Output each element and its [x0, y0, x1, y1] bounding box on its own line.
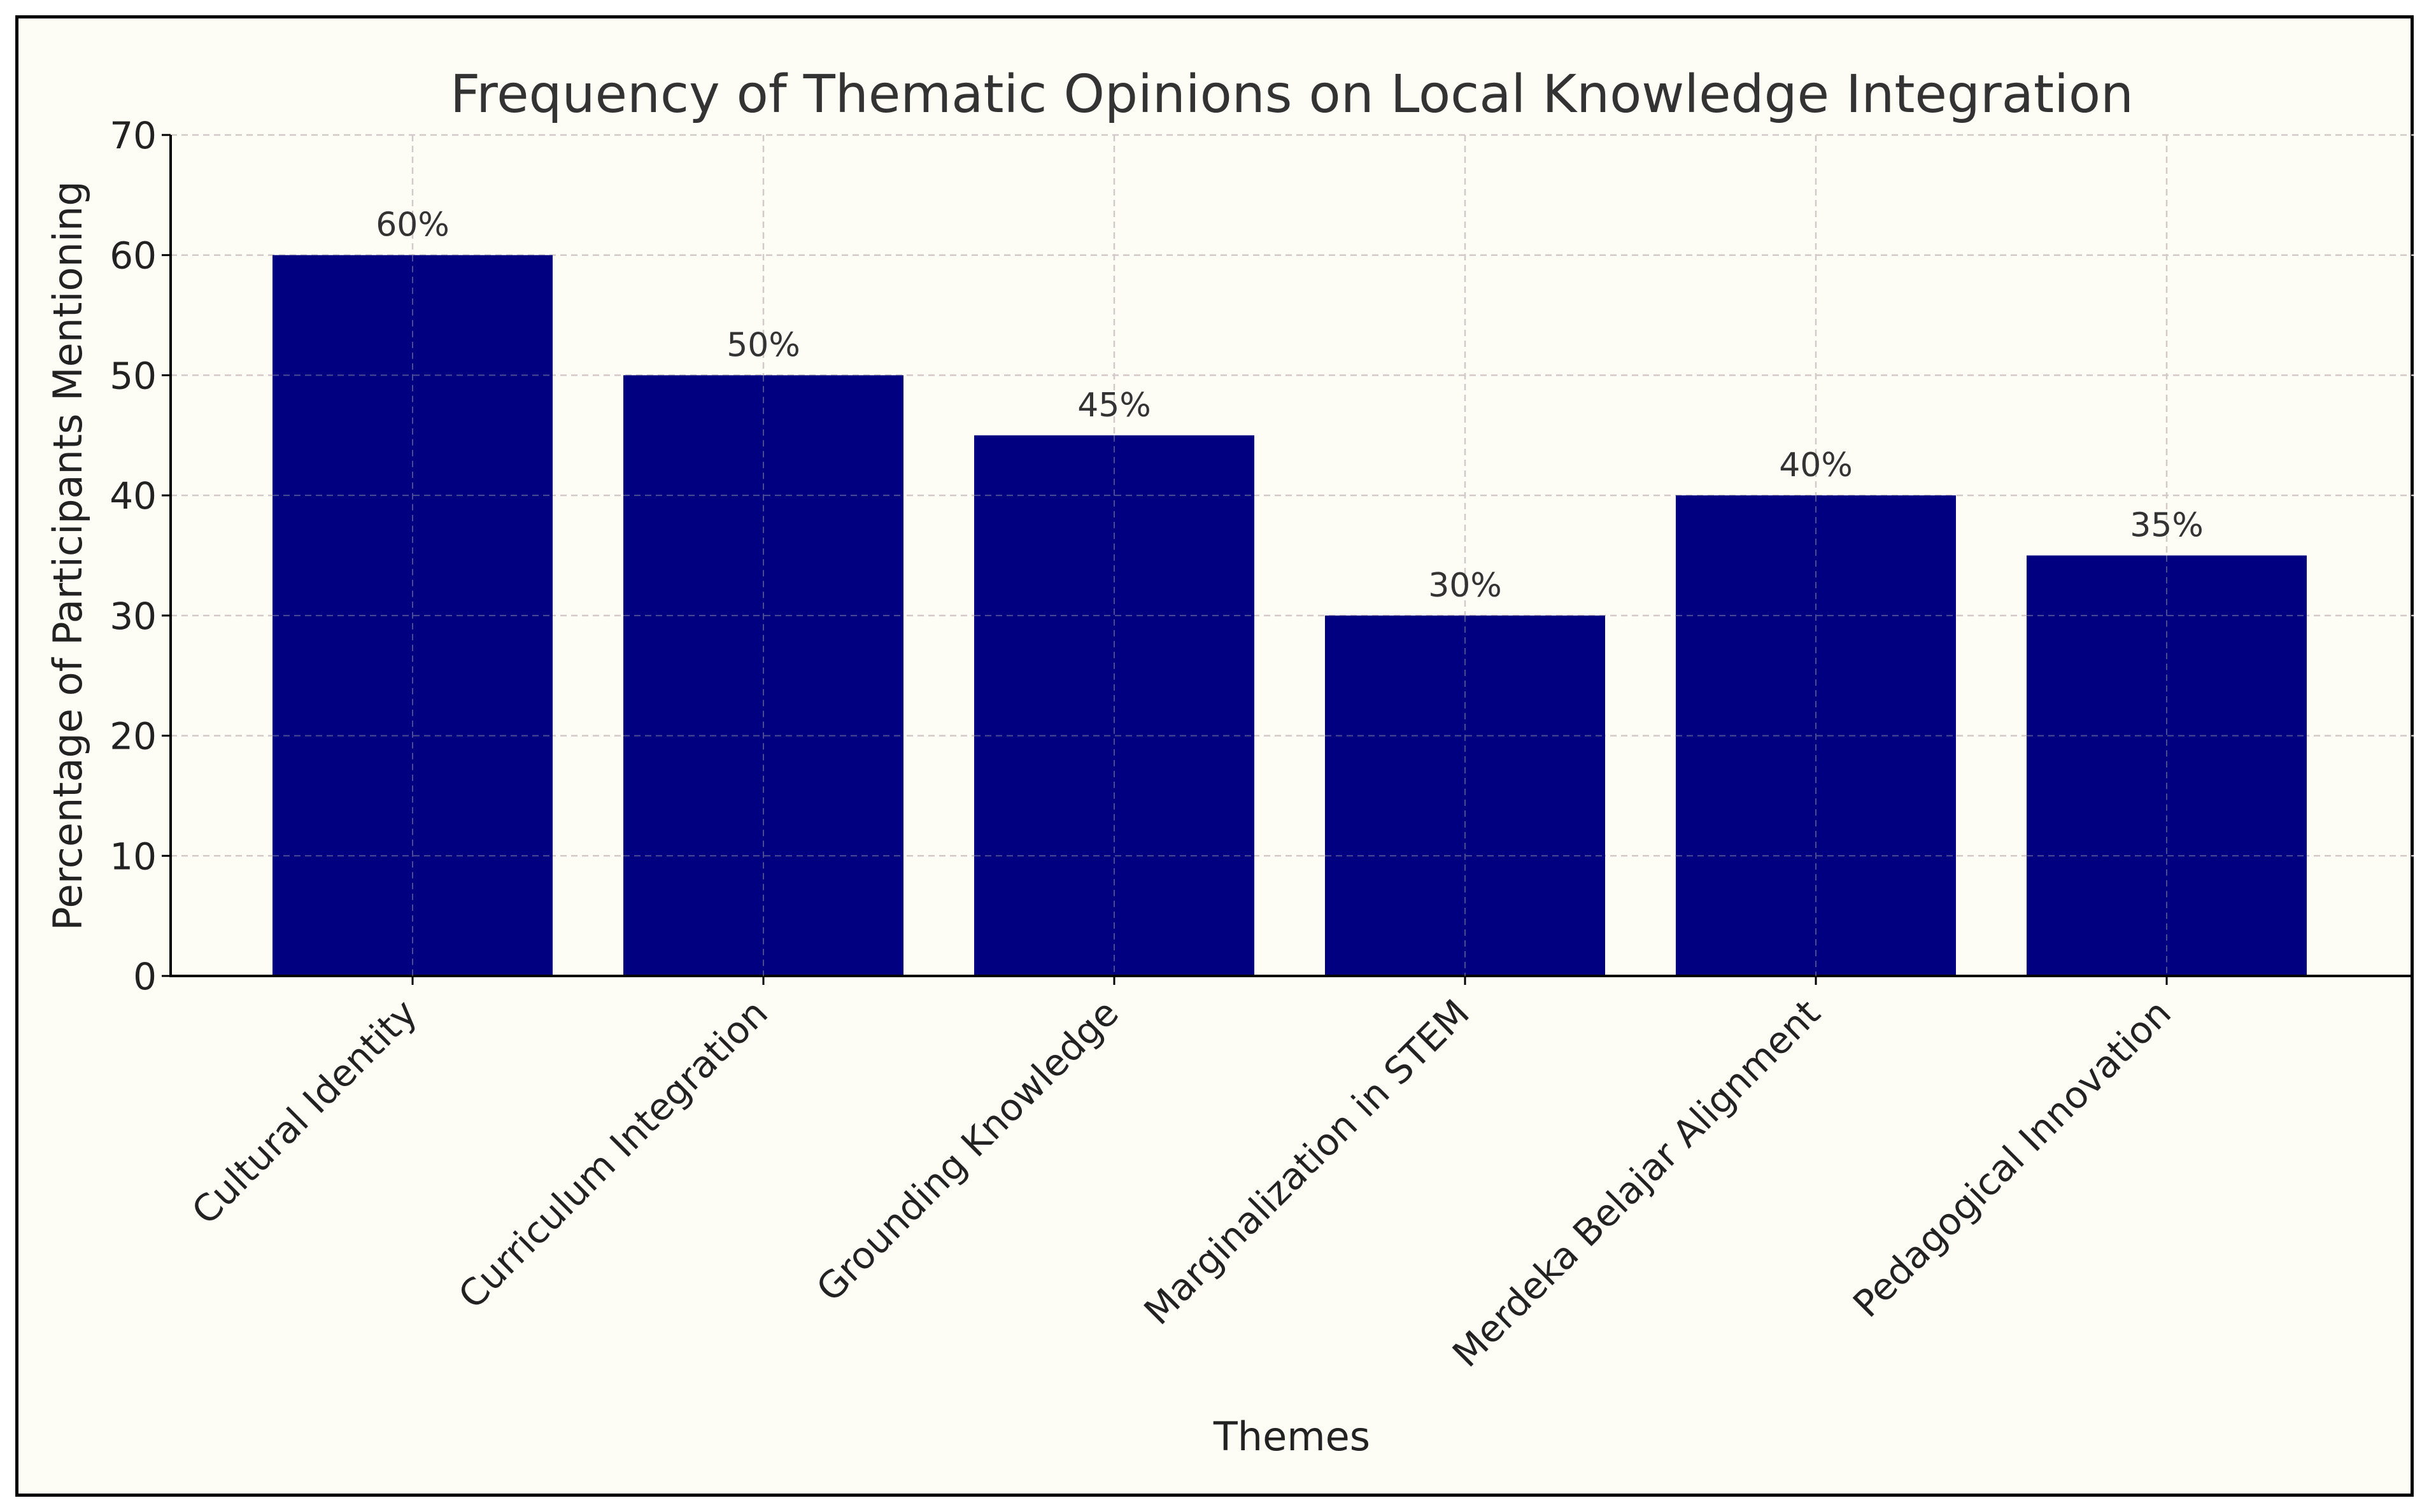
data-label: 30% — [1428, 567, 1502, 605]
y-tick-label: 70 — [110, 114, 157, 157]
y-axis-label: Percentage of Participants Mentioning — [45, 181, 91, 930]
x-tick-label: Curriculum Integration — [450, 991, 776, 1317]
y-tick-label: 0 — [133, 955, 157, 998]
x-tick-label: Cultural Identity — [183, 991, 425, 1233]
x-tick-label: Grounding Knowledge — [808, 991, 1127, 1310]
y-tick-label: 40 — [110, 474, 157, 518]
data-label: 45% — [1077, 386, 1151, 425]
y-tick-label: 30 — [110, 595, 157, 638]
chart-title: Frequency of Thematic Opinions on Local … — [450, 64, 2134, 125]
y-tick-label: 10 — [110, 835, 157, 878]
x-tick-label: Merdeka Belajar Alignment — [1444, 991, 1829, 1376]
y-tick-label: 60 — [110, 234, 157, 278]
data-label: 50% — [726, 326, 800, 364]
x-axis-label: Themes — [1213, 1413, 1370, 1460]
axes — [169, 135, 2414, 977]
y-tick-label: 20 — [110, 715, 157, 758]
x-tick-label: Pedagogical Innovation — [1845, 991, 2179, 1326]
y-tick-label: 50 — [110, 354, 157, 397]
data-label: 40% — [1779, 446, 1853, 484]
x-tick-label: Marginalization in STEM — [1136, 991, 1478, 1333]
data-label: 35% — [2130, 507, 2204, 545]
data-label: 60% — [376, 206, 450, 244]
